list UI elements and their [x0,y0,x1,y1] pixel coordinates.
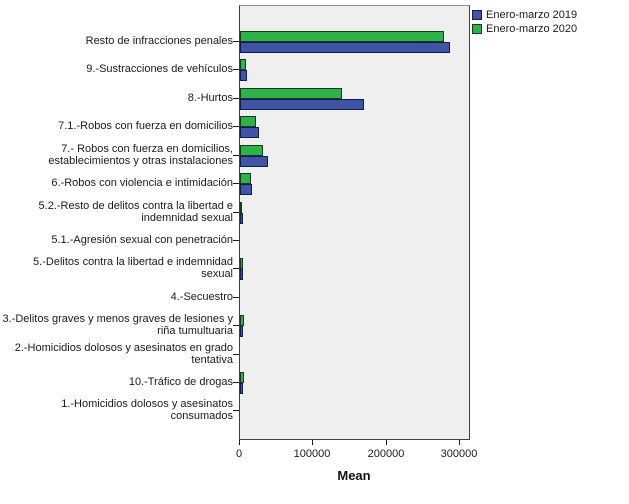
bar-2019 [240,383,243,394]
category-label: 10.-Tráfico de drogas [128,376,233,388]
y-tick [233,325,239,326]
legend-item-2019: Enero-marzo 2019 [472,8,577,22]
legend-label-2019: Enero-marzo 2019 [486,9,578,21]
y-tick [233,183,239,184]
x-tick-label: 200000 [367,448,405,460]
bar-2019 [240,70,247,81]
x-tick [386,440,387,445]
x-tick [239,440,240,445]
bar-2020 [240,315,244,326]
bar-2019 [240,326,243,337]
y-tick [233,98,239,99]
x-tick-label: 0 [235,448,243,460]
plot-area [239,5,470,440]
y-tick [233,212,239,213]
bar-2020 [240,372,244,383]
category-label: 6.-Robos con violencia e intimidación [51,177,233,189]
legend-swatch-2020-icon [472,24,482,34]
category-label: 5.-Delitos contra la libertad e indemnid… [33,256,233,280]
bar-2020 [240,202,242,213]
category-label: 5.1.-Agresión sexual con penetración [51,234,233,246]
category-label: Resto de infracciones penales [85,35,233,47]
legend-swatch-2019-icon [472,10,482,20]
bar-2019 [240,184,252,195]
category-label: 1.-Homicidios dolosos y asesinatos consu… [61,398,233,422]
bar-2019 [240,213,243,224]
bar-2019 [240,99,364,110]
legend: Enero-marzo 2019 Enero-marzo 2020 [472,8,577,36]
y-tick [233,126,239,127]
x-tick-label: 100000 [293,448,331,460]
x-axis-title: Mean [337,468,371,483]
x-tick [459,440,460,445]
bar-2020 [240,173,251,184]
bar-2020 [240,258,243,269]
bar-2020 [240,88,342,99]
bar-2019 [240,156,268,167]
category-label: 5.2.-Resto de delitos contra la libertad… [38,200,233,224]
y-tick [233,410,239,411]
bar-2019 [240,269,243,280]
y-tick [233,354,239,355]
category-label: 7.- Robos con fuerza en domicilios, esta… [48,143,233,167]
legend-label-2020: Enero-marzo 2020 [486,23,578,35]
y-tick [233,41,239,42]
category-label: 2.-Homicidios dolosos y asesinatos en gr… [14,342,233,366]
bar-2020 [240,145,263,156]
category-label: 9.-Sustracciones de vehículos [86,63,233,75]
bar-2020 [240,59,246,70]
category-label: 8.-Hurtos [187,92,233,104]
category-label: 4.-Secuestro [170,291,233,303]
bar-2020 [240,31,444,42]
category-label: 7.1.-Robos con fuerza en domicilios [58,120,233,132]
y-tick [233,69,239,70]
x-tick [312,440,313,445]
bar-2020 [240,116,256,127]
y-tick [233,268,239,269]
x-tick-label: 300000 [440,448,478,460]
legend-item-2020: Enero-marzo 2020 [472,22,577,36]
category-label: 3.-Delitos graves y menos graves de lesi… [2,313,234,337]
bar-2019 [240,42,450,53]
y-tick [233,155,239,156]
y-tick [233,297,239,298]
y-tick [233,240,239,241]
bar-2019 [240,127,259,138]
y-tick [233,382,239,383]
